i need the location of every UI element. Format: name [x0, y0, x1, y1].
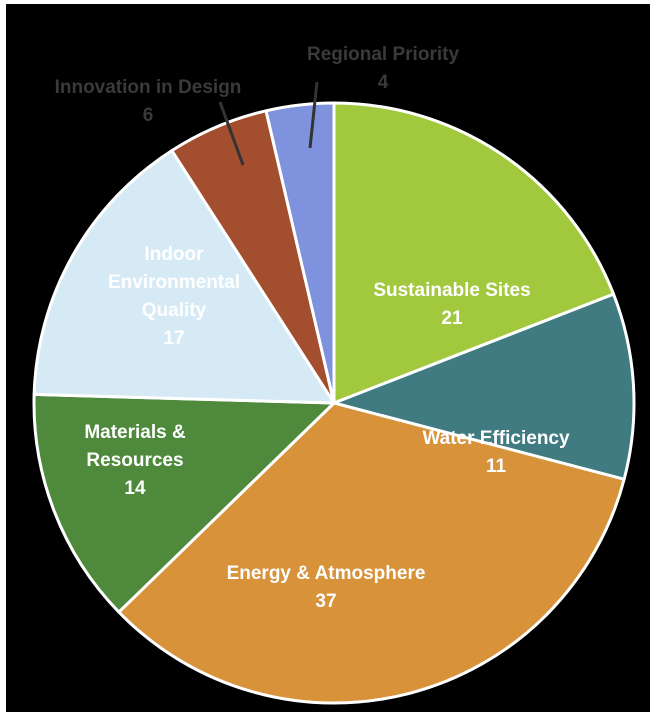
slice-value-label: 6	[143, 105, 154, 126]
slice-label-regional-priority: Regional Priority 4	[307, 44, 459, 93]
leader-line-innovation-in-design	[218, 101, 245, 166]
slice-name-label: Water Efficiency	[422, 428, 570, 449]
slice-value-label: 21	[441, 308, 463, 329]
pie-slice-energy-and-atmosphere	[117, 401, 626, 705]
pie-slice-sustainable-sites	[332, 101, 616, 405]
slice-label-water-efficiency: Water Efficiency 11	[422, 428, 570, 477]
slice-label-indoor-environmental-quality: Indoor Environmental Quality 17	[108, 244, 240, 349]
slice-name-label: Regional Priority	[307, 44, 459, 65]
slice-label-innovation-in-design: Innovation in Design 6	[55, 77, 242, 126]
pie-slice-regional-priority	[264, 101, 336, 405]
pie-slices	[32, 101, 636, 705]
slice-name-label: Sustainable Sites	[373, 280, 530, 301]
slice-value-label: 11	[486, 456, 507, 477]
slice-label-materials-and-resources: Materials & Resources 14	[84, 422, 186, 499]
slice-value-label: 14	[124, 478, 146, 499]
slice-name-label: Innovation in Design	[55, 77, 242, 98]
slice-name-label: Materials &	[84, 422, 186, 443]
slice-name-label: Resources	[86, 450, 183, 471]
slice-value-label: 17	[163, 328, 184, 349]
slice-name-label: Environmental	[108, 272, 240, 293]
slice-value-label: 37	[315, 591, 336, 612]
leader-lines	[218, 81, 319, 166]
slice-label-sustainable-sites: Sustainable Sites 21	[373, 280, 530, 329]
pie-slice-water-efficiency	[332, 292, 636, 481]
slice-name-label: Quality	[142, 300, 207, 321]
pie-slice-indoor-environmental-quality	[32, 149, 336, 405]
slice-name-label: Indoor	[144, 244, 204, 265]
slice-label-energy-and-atmosphere: Energy & Atmosphere 37	[227, 563, 426, 612]
pie-slice-materials-and-resources	[32, 392, 336, 614]
leader-line-regional-priority	[308, 81, 319, 149]
slice-name-label: Energy & Atmosphere	[227, 563, 426, 584]
slice-labels: Sustainable Sites 21 Water Efficiency 11 Ene…	[55, 44, 570, 612]
slice-value-label: 4	[378, 72, 389, 93]
